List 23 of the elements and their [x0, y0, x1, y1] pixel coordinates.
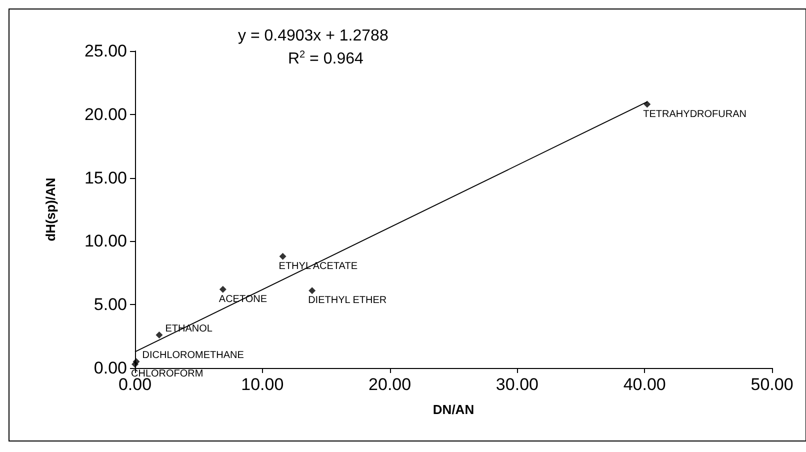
x-axis-title: DN/AN — [432, 402, 474, 417]
point — [132, 358, 140, 366]
point — [219, 286, 226, 293]
y-axis-title: dH(sp)/AN — [43, 178, 58, 242]
x-tick-label: 30.00 — [496, 375, 538, 394]
y-tick-label: 0.00 — [94, 358, 127, 378]
annotation: DIETHYL ETHER — [308, 295, 387, 306]
text: y = 0.4903x + 1.2788 — [238, 28, 388, 44]
annotation: DICHLOROMETHANE — [142, 350, 244, 362]
y-tick-label: 20.00 — [84, 104, 127, 124]
point — [156, 332, 163, 339]
annotation: TETRAHYDROFURAN — [643, 108, 746, 120]
x-tick-label: 50.00 — [750, 375, 794, 394]
x-tick-label: 20.00 — [368, 375, 412, 394]
x-tick-label: 40.00 — [623, 375, 666, 394]
y-tick-label: 10.00 — [84, 232, 127, 251]
point — [279, 252, 286, 260]
point — [308, 287, 316, 294]
y-tick-label: 5.00 — [94, 295, 127, 314]
annotation: ETHYL ACETATE — [278, 260, 358, 272]
y-tick-label: 25.00 — [84, 42, 127, 60]
x-tick-label: 10.00 — [241, 375, 284, 394]
y-tick-label: 15.00 — [84, 168, 127, 188]
